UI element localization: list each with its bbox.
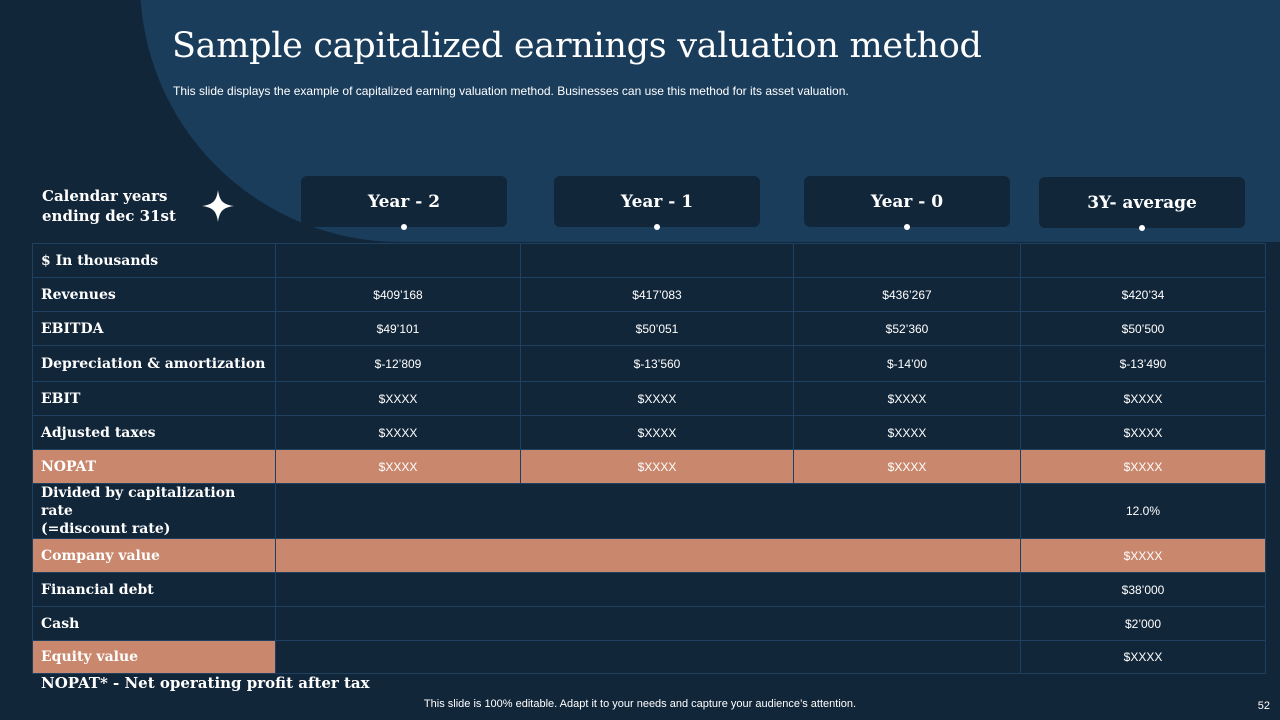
table-cell: $XXXX xyxy=(275,449,521,484)
table-row-ebit: EBIT $XXXX $XXXX $XXXX $XXXX xyxy=(32,381,1266,416)
sparkle-icon xyxy=(202,190,234,222)
year-header-label: 3Y- average xyxy=(1087,192,1197,213)
table-cell xyxy=(1020,243,1266,278)
table-row-ebitda: EBITDA $49’101 $50’051 $52’360 $50’500 xyxy=(32,311,1266,346)
table-cell: $52’360 xyxy=(793,311,1021,346)
table-cell: $XXXX xyxy=(1020,449,1266,484)
table-cell xyxy=(520,243,794,278)
year-dot xyxy=(904,224,910,230)
year-dot xyxy=(654,224,660,230)
table-cell: $409’168 xyxy=(275,277,521,312)
units-label: $ In thousands xyxy=(32,243,276,278)
table-cell: $XXXX xyxy=(275,381,521,416)
table-cell-empty xyxy=(275,538,1021,573)
table-cell: $XXXX xyxy=(520,415,794,450)
year-header-year-minus-2: Year - 2 xyxy=(301,176,507,230)
table-row-equity-value: Equity value $XXXX xyxy=(32,640,1266,674)
row-label: EBITDA xyxy=(32,311,276,346)
table-cell: $XXXX xyxy=(793,415,1021,450)
table-cell-empty xyxy=(275,640,1021,674)
table-row-financial-debt: Financial debt $38’000 xyxy=(32,572,1266,607)
table-cell: $49’101 xyxy=(275,311,521,346)
table-cell: $436’267 xyxy=(793,277,1021,312)
row-label-line-1: Divided by capitalization rate xyxy=(41,485,236,519)
table-row-revenues: Revenues $409’168 $417’083 $436’267 $420… xyxy=(32,277,1266,312)
year-dot xyxy=(401,224,407,230)
table-cell: $50’500 xyxy=(1020,311,1266,346)
calendar-label-line-2: ending dec 31st xyxy=(42,207,176,225)
row-label: EBIT xyxy=(32,381,276,416)
table-cell-empty xyxy=(275,572,1021,607)
table-cell: $2’000 xyxy=(1020,606,1266,641)
row-label: Divided by capitalization rate (=discoun… xyxy=(32,483,276,539)
row-label: Equity value xyxy=(32,640,276,674)
table-cell: $-13’560 xyxy=(520,345,794,382)
year-header-label: Year - 2 xyxy=(367,191,441,212)
row-label: Cash xyxy=(32,606,276,641)
row-label: Adjusted taxes xyxy=(32,415,276,450)
table-row-adjusted-taxes: Adjusted taxes $XXXX $XXXX $XXXX $XXXX xyxy=(32,415,1266,450)
calendar-years-label: Calendar years ending dec 31st xyxy=(42,186,176,226)
table-cell: $XXXX xyxy=(520,381,794,416)
table-cell: $417’083 xyxy=(520,277,794,312)
table-cell xyxy=(275,243,521,278)
table-cell: $XXXX xyxy=(1020,538,1266,573)
table-cell: $XXXX xyxy=(275,415,521,450)
table-row-units: $ In thousands xyxy=(32,243,1266,278)
year-header-3y-average: 3Y- average xyxy=(1039,177,1245,231)
editable-note: This slide is 100% editable. Adapt it to… xyxy=(423,698,857,710)
footnote: NOPAT* - Net operating profit after tax xyxy=(41,674,370,692)
year-header-label: Year - 0 xyxy=(870,191,944,212)
table-row-nopat: NOPAT $XXXX $XXXX $XXXX $XXXX xyxy=(32,449,1266,484)
calendar-label-line-1: Calendar years xyxy=(42,187,168,205)
table-cell-empty xyxy=(275,483,1021,539)
table-row-cash: Cash $2’000 xyxy=(32,606,1266,641)
table-cell: $38’000 xyxy=(1020,572,1266,607)
table-cell: $-13’490 xyxy=(1020,345,1266,382)
row-label: Depreciation & amortization xyxy=(32,345,276,382)
table-cell xyxy=(793,243,1021,278)
table-cell: $XXXX xyxy=(793,449,1021,484)
row-label: Revenues xyxy=(32,277,276,312)
table-cell-empty xyxy=(275,606,1021,641)
year-dot xyxy=(1139,225,1145,231)
page-subtitle: This slide displays the example of capit… xyxy=(173,84,849,98)
table-cell: $XXXX xyxy=(1020,415,1266,450)
table-cell: $XXXX xyxy=(520,449,794,484)
table-cell: $XXXX xyxy=(1020,381,1266,416)
table-row-depreciation: Depreciation & amortization $-12’809 $-1… xyxy=(32,345,1266,382)
year-header-label: Year - 1 xyxy=(620,191,694,212)
page-number: 52 xyxy=(1257,700,1270,712)
table-cell: $-14’00 xyxy=(793,345,1021,382)
table-row-capitalization-rate: Divided by capitalization rate (=discoun… xyxy=(32,483,1266,539)
row-label: NOPAT xyxy=(32,449,276,484)
valuation-table: $ In thousands Revenues $409’168 $417’08… xyxy=(32,243,1266,674)
table-cell: 12.0% xyxy=(1020,483,1266,539)
table-cell: $420’34 xyxy=(1020,277,1266,312)
year-header-year-0: Year - 0 xyxy=(804,176,1010,230)
table-cell: $XXXX xyxy=(793,381,1021,416)
table-row-company-value: Company value $XXXX xyxy=(32,538,1266,573)
row-label: Company value xyxy=(32,538,276,573)
page-title: Sample capitalized earnings valuation me… xyxy=(172,26,982,66)
table-cell: $XXXX xyxy=(1020,640,1266,674)
row-label-line-2: (=discount rate) xyxy=(41,521,171,537)
year-header-year-minus-1: Year - 1 xyxy=(554,176,760,230)
table-cell: $-12’809 xyxy=(275,345,521,382)
table-cell: $50’051 xyxy=(520,311,794,346)
row-label: Financial debt xyxy=(32,572,276,607)
